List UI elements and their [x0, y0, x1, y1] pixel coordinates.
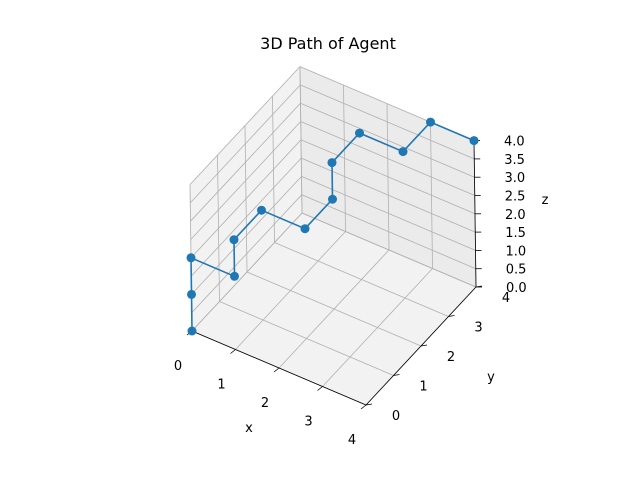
path-point-2	[186, 253, 196, 263]
gridline-z-left	[190, 139, 302, 259]
x-tick-mark	[230, 349, 236, 354]
gridline-z-left	[190, 102, 301, 222]
x-axis-label: x	[245, 421, 253, 436]
gridline-z-back	[301, 212, 477, 288]
path-point-4	[229, 235, 239, 245]
z-tick-label: 1.0	[506, 244, 527, 259]
gridline-y-floor	[219, 301, 394, 376]
gridline-z-left	[189, 66, 301, 185]
y-tick-label: 1	[419, 380, 427, 395]
x-tick-label: 1	[217, 378, 225, 393]
chart-title: 3D Path of Agent	[260, 34, 396, 53]
gridline-z-left	[190, 121, 302, 240]
y-tick-label: 2	[447, 350, 455, 365]
gridline-z-back	[301, 194, 476, 270]
gridline-z-left	[191, 176, 302, 295]
gridline-z-back	[300, 84, 475, 160]
path-point-3	[230, 271, 239, 281]
path-point-12	[469, 136, 479, 146]
gridline-z-back	[300, 121, 475, 196]
path-point-10	[398, 147, 408, 157]
z-tick-label: 3.5	[504, 153, 525, 168]
gridline-z-back	[300, 139, 476, 215]
z-axis-label: z	[542, 193, 549, 208]
gridline-z-left	[191, 194, 303, 313]
y-axis-label: y	[487, 370, 495, 385]
gridline-z-left	[191, 212, 303, 332]
gridline-z-left	[190, 157, 302, 277]
gridline-z-back	[300, 102, 475, 178]
gridline-z-back	[301, 176, 476, 251]
z-tick-label: 0.0	[506, 281, 527, 296]
y-tick-mark	[393, 374, 400, 376]
gridline-z-back	[301, 157, 476, 233]
y-tick-label: 3	[474, 321, 482, 336]
path-point-0	[187, 326, 197, 336]
path-series	[186, 117, 479, 336]
z-tick-label: 1.5	[505, 226, 526, 241]
x-tick-label: 2	[261, 396, 269, 411]
path-point-6	[300, 224, 310, 234]
gridline-y-floor	[274, 242, 449, 317]
path-point-8	[327, 158, 337, 168]
path-point-11	[426, 117, 435, 127]
y-tick-mark	[420, 344, 428, 347]
z-tick-label: 2.5	[505, 190, 526, 205]
path-point-9	[355, 128, 364, 138]
gridline-y-floor	[246, 271, 422, 347]
y-tick-label: 0	[392, 409, 400, 424]
x-tick-label: 0	[174, 359, 182, 374]
x-tick-label: 3	[304, 415, 312, 430]
y-tick-mark	[365, 403, 373, 406]
y-tick-label: 4	[502, 291, 510, 306]
y-tick-mark	[448, 315, 455, 317]
z-tick-label: 3.0	[505, 171, 526, 186]
path-point-5	[257, 205, 266, 215]
x-tick-mark	[273, 367, 280, 373]
path-point-1	[187, 289, 196, 299]
x-tick-mark	[360, 404, 367, 410]
x-tick-label: 4	[348, 433, 356, 448]
z-tick-label: 2.0	[505, 208, 526, 223]
x-tick-mark	[317, 386, 323, 391]
z-tick-label: 4.0	[504, 135, 525, 150]
path-point-7	[328, 194, 337, 204]
gridline-z-left	[189, 84, 301, 204]
z-tick-label: 0.5	[506, 263, 527, 278]
